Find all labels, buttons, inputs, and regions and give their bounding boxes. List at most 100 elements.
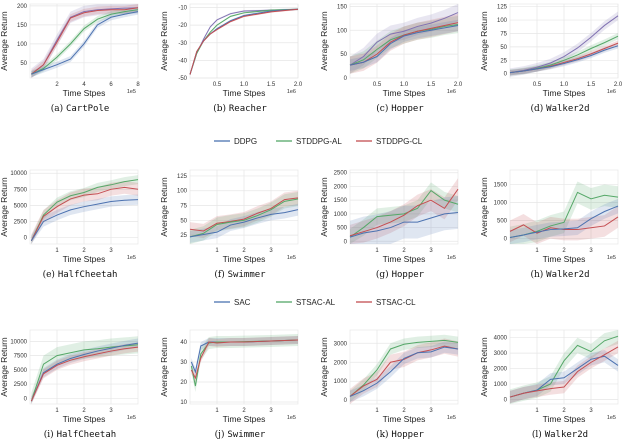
x-tick-label: 2 [562,408,566,414]
series-band-2 [510,340,618,404]
y-tick-label: 100 [17,42,28,48]
x-tick-label: 6 [109,82,113,88]
y-tick-label: 25 [180,233,187,239]
x-tick-label: 1 [55,408,59,414]
subplot-caption: (l) Walker2d [532,429,588,440]
subplot-swimmer: 1 2 3 25 50 75 100 125 Time Stpes 1e5 Average Retu… [159,169,299,280]
y-tick-label: 1000 [494,200,508,206]
subplot-walker2d: 1 2 3 0 500 1000 1500 Time Stpes 1e5 Average Retu… [479,169,619,280]
x-tick-label: 1.5 [587,82,596,88]
y-tick-label: -20 [178,23,187,29]
y-tick-label: 0 [504,72,508,78]
caption-env: Walker2d [546,270,589,280]
series-band-1 [350,338,458,404]
x-tick-label: 1 [375,408,379,414]
subplot-caption: (g) Hopper [376,269,425,280]
y-tick-label: -50 [178,76,187,82]
caption-env: HalfCheetah [57,430,117,440]
x-tick-label: 3 [269,408,273,414]
series-band-2 [510,40,618,76]
series-band-0 [350,4,458,74]
legend-1: DDPG STDDPG-AL STDDPG-CL [214,137,423,146]
x-axis-label: Time Stpes [543,88,586,98]
y-tick-label: 2500 [334,171,348,177]
y-tick-label: 1500 [334,198,348,204]
legend-2: SAC STSAC-AL STSAC-CL [214,298,416,307]
x-multiplier: 1e5 [127,255,136,261]
y-axis-label: Average Return [479,177,489,237]
x-tick-label: 2 [402,408,406,414]
caption-env: Walker2d [545,430,588,440]
x-tick-label: 2 [82,248,86,254]
subplot-reacher: 0.5 1.0 1.5 2.0 -50 -40 -30 -20 -10 Time Stpes 1e6… [159,3,303,114]
y-axis-label: Average Return [319,337,329,397]
y-tick-label: 75 [180,204,187,210]
x-tick-label: 1 [535,248,539,254]
x-tick-label: 3 [429,248,433,254]
series-band-0 [350,182,458,244]
x-tick-label: 1.0 [560,82,569,88]
y-tick-label: 2000 [494,367,508,373]
y-tick-label: 150 [17,23,28,29]
x-tick-label: 3 [429,408,433,414]
x-axis-label: Time Stpes [383,88,426,98]
y-tick-label: 100 [337,28,348,34]
y-tick-label: 1500 [494,182,508,188]
y-tick-label: 0 [344,76,348,82]
x-axis-label: Time Stpes [223,88,266,98]
x-axis-label: Time Stpes [543,254,586,264]
y-tick-label: 1000 [334,212,348,218]
caption-label: (k) [376,429,388,440]
subplot-halfcheetah: 1 2 3 0 2500 5000 7500 10000 Time Stpes 1e5 Averag… [0,329,139,440]
x-tick-label: 8 [136,82,140,88]
x-tick-label: 1.5 [267,82,276,88]
x-tick-label: 2 [562,248,566,254]
y-tick-label: 10 [180,400,187,406]
series-band-1 [510,32,618,76]
y-tick-label: 500 [497,219,508,225]
x-axis-label: Time Stpes [383,414,426,424]
y-tick-label: 0 [344,398,348,404]
y-tick-label: 0 [24,396,28,402]
y-axis-label: Average Return [319,177,329,237]
x-tick-label: 1.0 [240,82,249,88]
y-tick-label: 25 [500,58,507,64]
y-axis-label: Average Return [159,177,169,237]
caption-env: CartPole [66,104,109,114]
y-tick-label: 50 [20,61,27,67]
subplot-hopper: 1 2 3 0 500 1000 1500 2000 2500 Time Stpes 1e5 Aver… [319,169,459,280]
series-band-0 [510,11,618,77]
y-tick-label: 40 [180,340,187,346]
caption-label: (f) [214,269,224,280]
y-axis-label: Average Return [479,11,489,71]
x-tick-label: 1.0 [400,82,409,88]
caption-label: (e) [43,269,55,280]
x-tick-label: 2.0 [454,82,463,88]
subplot-hopper: 0.5 1.0 1.5 2.0 0 50 100 150 Time Stpes 1e6 Averag… [319,3,463,114]
y-axis-label: Average Return [319,11,329,71]
x-tick-label: 3 [589,408,593,414]
y-tick-label: 4000 [494,336,508,342]
series-band-0 [510,330,618,404]
subplot-caption: (b) Reacher [213,103,267,114]
subplot-walker2d: 0.5 1.0 1.5 2.0 0 25 50 75 100 125 Time Stpes 1e6 Av… [479,3,623,114]
caption-label: (i) [44,429,54,440]
series-band-0 [190,190,298,239]
series-band-2 [190,203,298,243]
y-tick-label: 7500 [14,187,28,193]
x-multiplier: 1e6 [607,89,616,95]
y-tick-label: 7500 [14,354,28,360]
x-tick-label: 0.5 [533,82,542,88]
x-multiplier: 1e5 [127,89,136,95]
caption-env: Reacher [229,104,268,114]
x-axis-label: Time Stpes [223,254,266,264]
caption-label: (d) [530,103,543,114]
y-axis-label: Average Return [0,337,9,397]
x-tick-label: 2.0 [294,82,303,88]
x-tick-label: 2.0 [614,82,623,88]
series-band-2 [350,341,458,403]
subplot-caption: (e) HalfCheetah [43,269,118,280]
subplot-caption: (c) Hopper [376,103,424,114]
x-tick-label: 1.5 [427,82,436,88]
